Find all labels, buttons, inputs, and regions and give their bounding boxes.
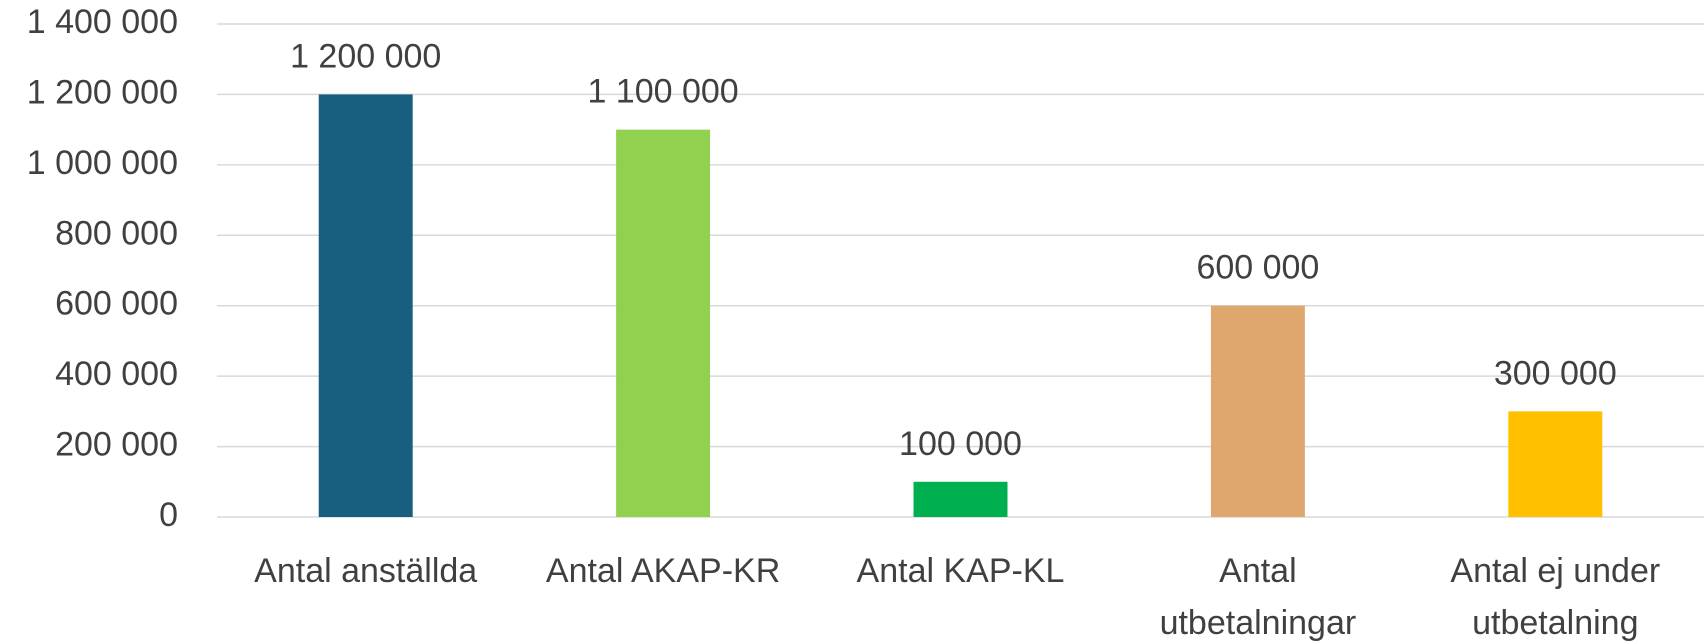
y-tick-label: 1 200 000	[27, 73, 178, 111]
bar	[1508, 411, 1603, 517]
y-tick-label: 1 400 000	[27, 3, 178, 41]
bar	[616, 129, 711, 517]
data-label: 300 000	[1494, 354, 1617, 392]
y-tick-label: 0	[159, 496, 178, 534]
y-tick-label: 200 000	[55, 426, 178, 464]
y-tick-label: 600 000	[55, 285, 178, 323]
y-tick-label: 800 000	[55, 214, 178, 252]
x-tick-label: Antal KAP-KL	[856, 552, 1065, 590]
bar	[318, 94, 413, 517]
bar	[1210, 305, 1305, 517]
x-tick-label: Antal anställda	[254, 552, 478, 590]
data-label: 1 100 000	[587, 73, 738, 111]
x-tick-label: Antal utbetalningar	[1159, 552, 1357, 642]
data-label: 600 000	[1196, 249, 1319, 287]
x-tick-label: Antal AKAP-KR	[545, 552, 781, 590]
data-label: 100 000	[899, 425, 1022, 463]
y-tick-label: 400 000	[55, 355, 178, 393]
bar	[913, 481, 1008, 517]
data-label: 1 200 000	[290, 37, 441, 75]
x-tick-label: Antal ej under utbetalning	[1450, 552, 1661, 642]
y-tick-label: 1 000 000	[27, 144, 178, 182]
